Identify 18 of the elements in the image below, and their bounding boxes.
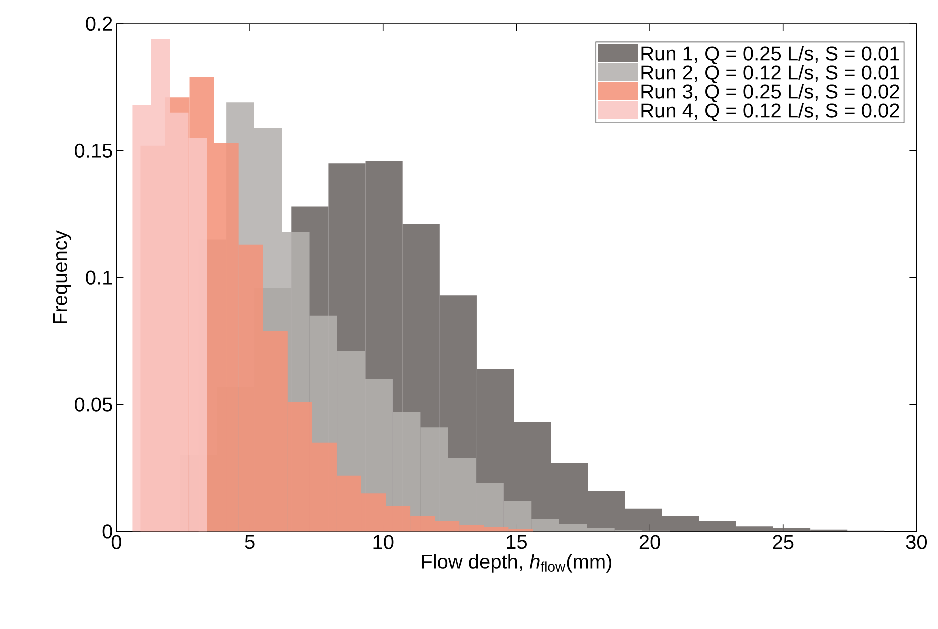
x-tick-label: 0: [112, 535, 122, 550]
x-axis-title: Flow depth, h$_{flow}$(mm): [422, 554, 612, 573]
x-tick-label: 10: [374, 535, 394, 550]
legend-label: Run 4, Q = 0.12 L/s, S = 0.02: [642, 103, 900, 122]
x-tick-label: 30: [906, 535, 928, 550]
x-tick-label: 5: [245, 535, 255, 550]
y-tick-label: 0.2: [86, 16, 112, 32]
x-tick-label: 20: [640, 535, 660, 550]
y-tick-label: 0.05: [75, 398, 112, 412]
x-tick-label: 25: [773, 535, 794, 550]
x-tick-label: 15: [507, 535, 527, 550]
y-tick-label: 0.15: [75, 144, 112, 158]
legend-label: Run 2, Q = 0.12 L/s, S = 0.01: [642, 65, 900, 84]
y-tick-label: 0: [102, 524, 112, 539]
legend-label: Run 3, Q = 0.25 L/s, S = 0.02: [642, 84, 900, 102]
y-tick-label: 0.1: [86, 270, 112, 285]
y-axis-title: Frequency: [53, 230, 72, 324]
legend-label: Run 1, Q = 0.25 L/s, S = 0.01: [642, 46, 900, 64]
